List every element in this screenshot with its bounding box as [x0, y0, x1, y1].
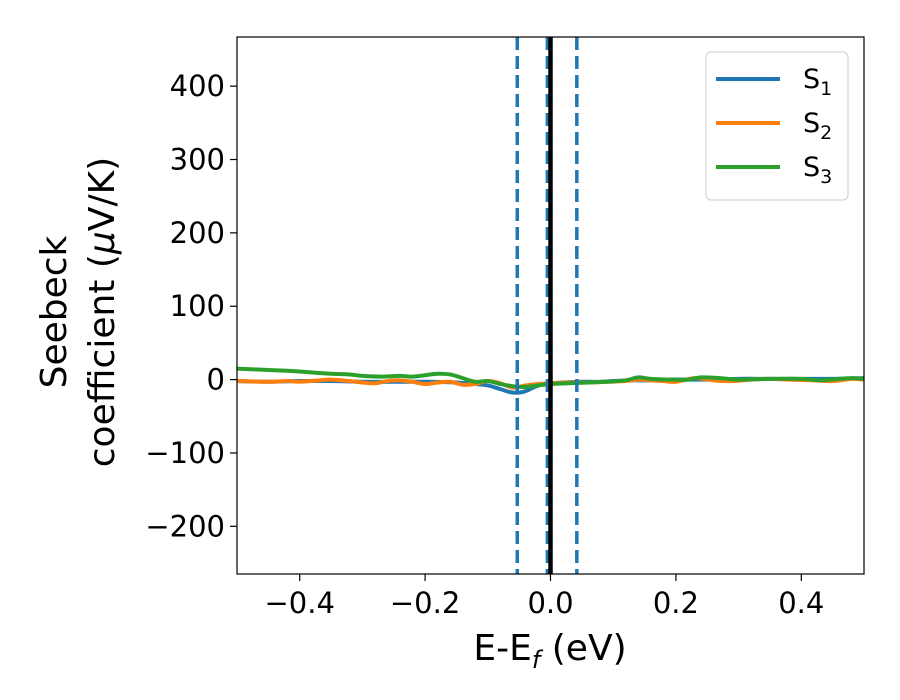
- x-axis: −0.4 −0.2 0.0 0.2 0.4: [264, 574, 824, 620]
- y-tick-label: 0: [207, 363, 225, 397]
- legend-label-s3: S3: [803, 152, 832, 188]
- y-axis-label-line2: coefficient (μV/K): [82, 157, 123, 467]
- y-tick-label: −200: [145, 509, 225, 543]
- legend-label-s1: S1: [803, 64, 832, 100]
- legend-box: [705, 51, 849, 201]
- x-axis-label: E-Ef (eV): [473, 628, 626, 674]
- y-tick-label: 400: [170, 69, 225, 103]
- x-tick-label: −0.4: [264, 586, 334, 620]
- y-tick-label: 300: [170, 143, 225, 177]
- x-tick-label: 0.2: [653, 586, 699, 620]
- y-tick-label: 100: [170, 289, 225, 323]
- series-line-s3: [237, 366, 864, 389]
- y-axis: −200 −100 0 100 200 300 400: [145, 69, 237, 543]
- legend-label-s2: S2: [803, 108, 832, 144]
- reference-lines: [515, 37, 579, 574]
- x-tick-label: −0.2: [390, 586, 460, 620]
- y-axis-label-line1: Seebeck: [34, 235, 75, 388]
- y-axis-label: Seebeck coefficient (μV/K): [34, 157, 123, 467]
- series-layer: [237, 366, 864, 395]
- y-tick-label: −100: [145, 436, 225, 470]
- legend: S1 S2 S3: [705, 51, 849, 201]
- y-tick-label: 200: [170, 216, 225, 250]
- x-tick-label: 0.0: [527, 586, 573, 620]
- x-tick-label: 0.4: [778, 586, 824, 620]
